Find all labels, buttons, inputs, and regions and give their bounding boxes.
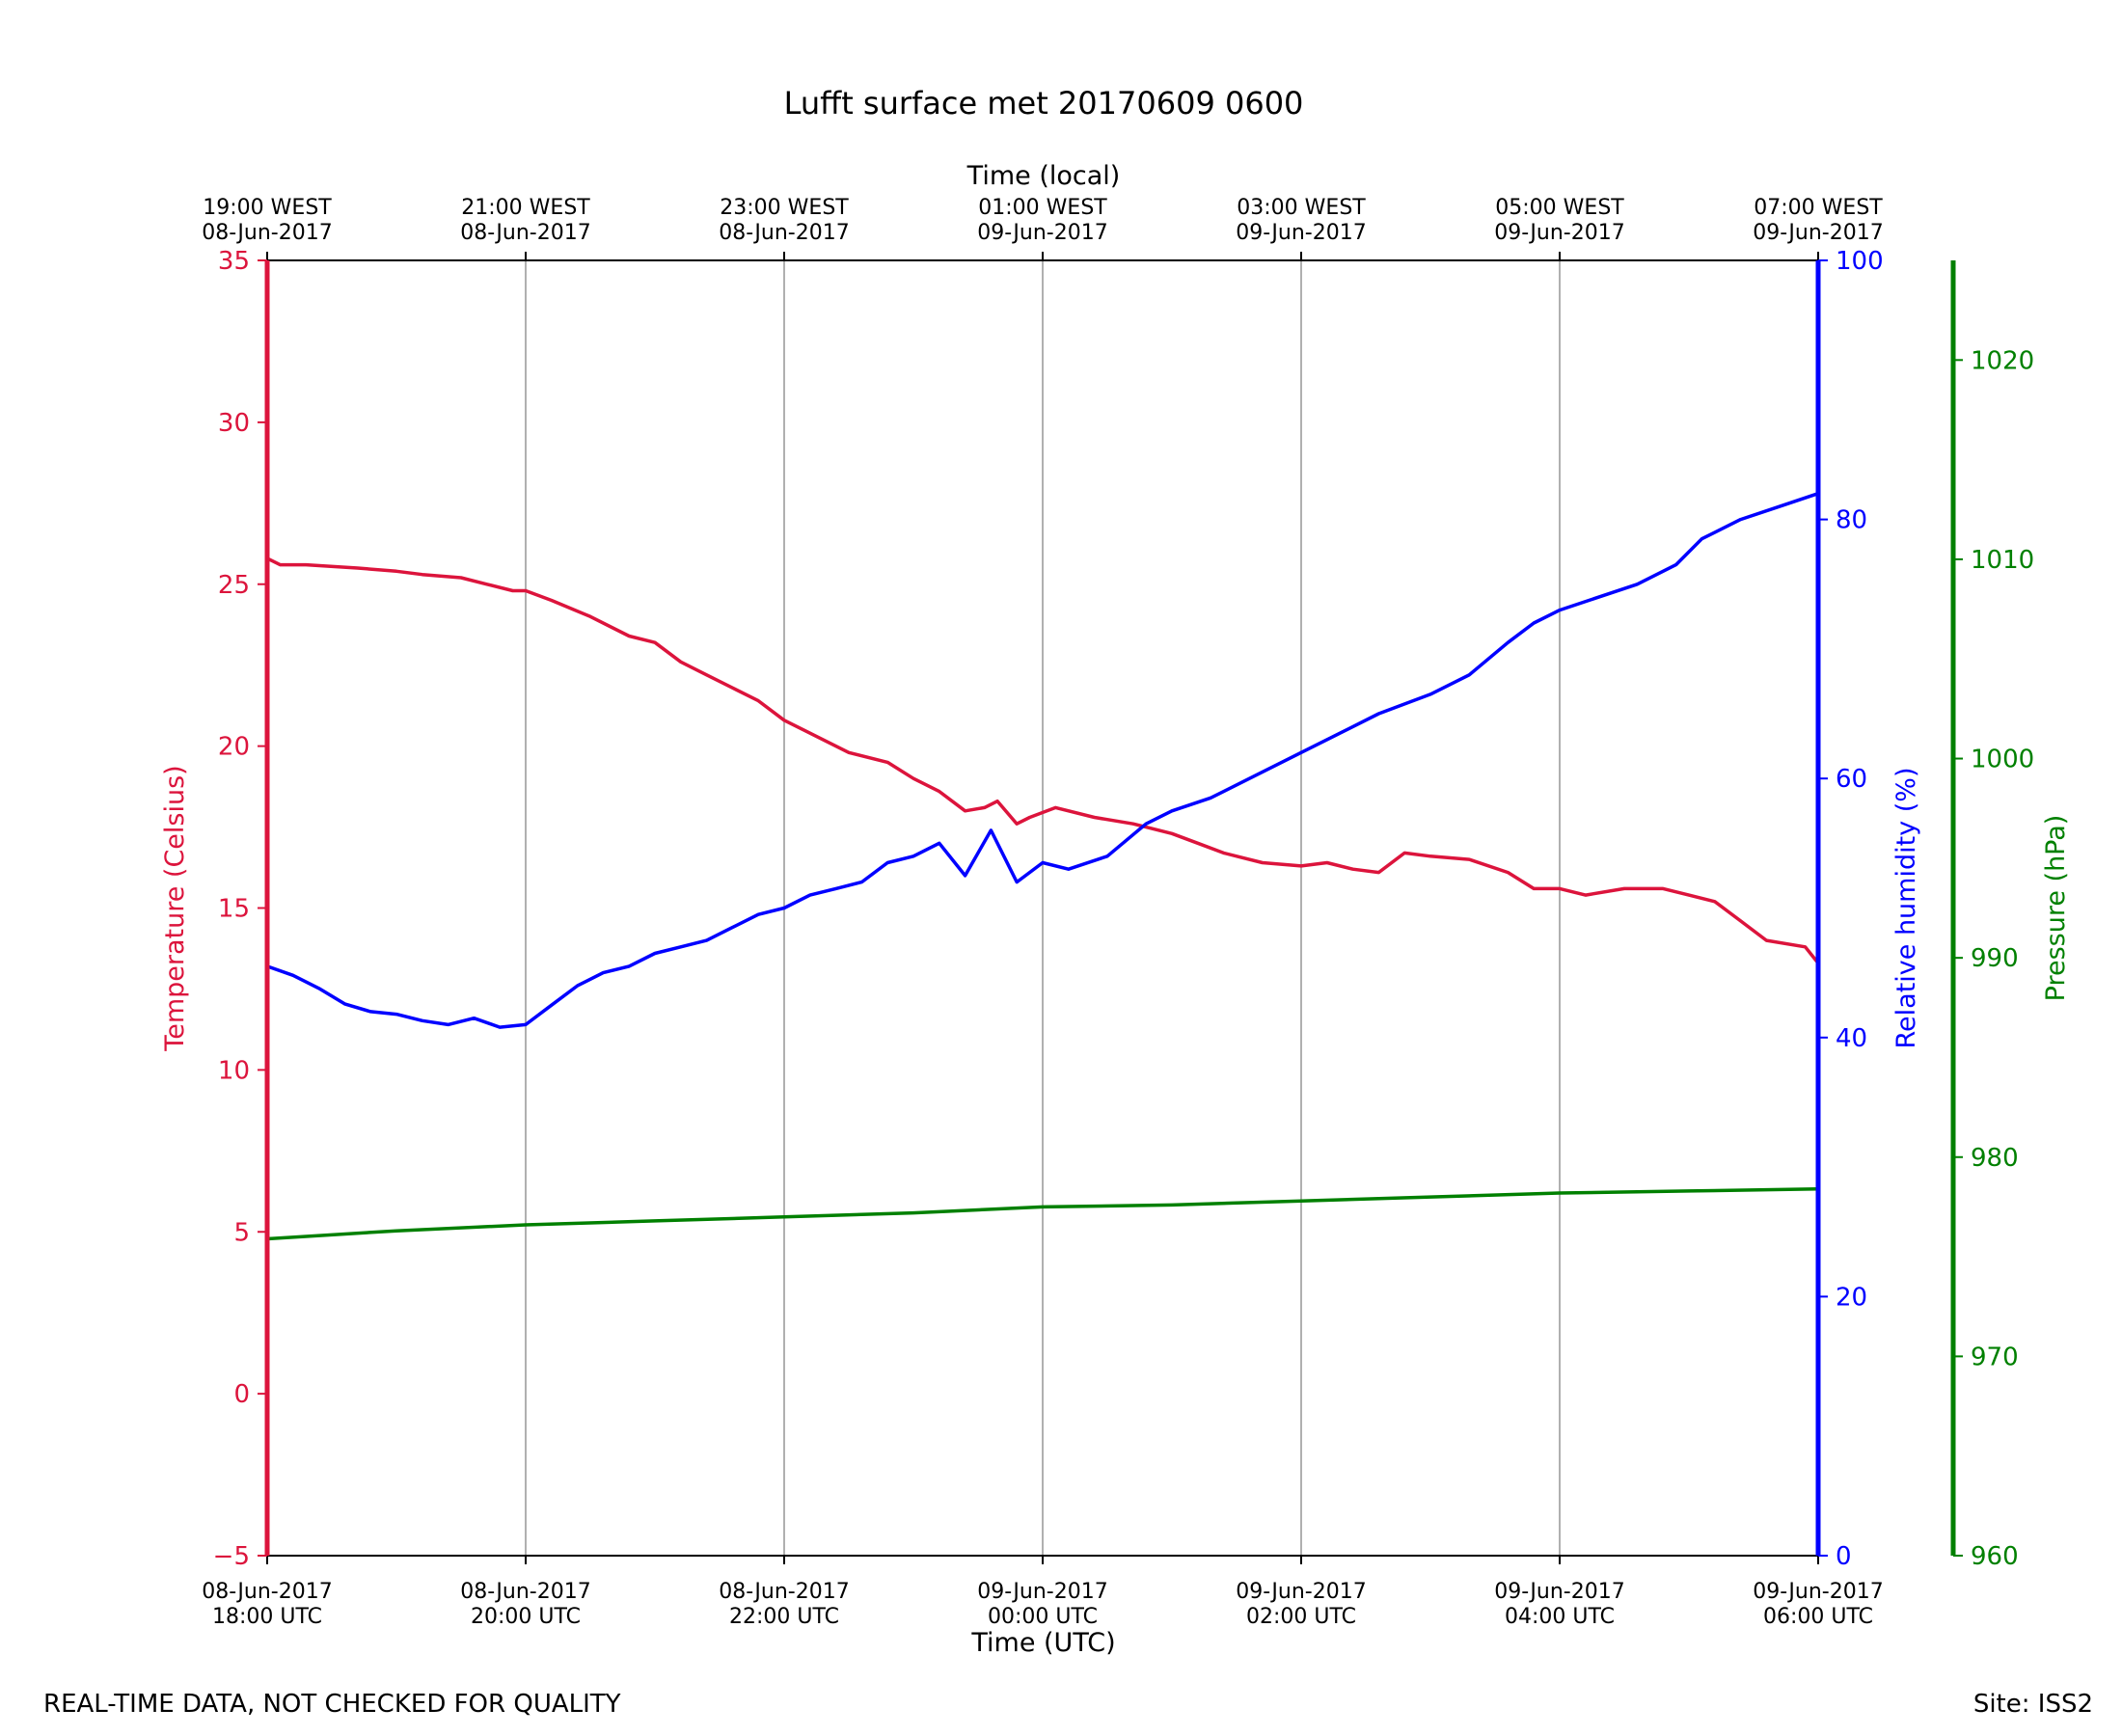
x-tick-label-date: 09-Jun-2017 — [1494, 1580, 1624, 1604]
series-layer — [266, 492, 1820, 1241]
pressure-tick-label: 1020 — [1971, 346, 2034, 375]
temperature-tick-label: 35 — [218, 247, 250, 276]
temperature-tick-label: 10 — [218, 1056, 250, 1085]
x-tick-label-date: 09-Jun-2017 — [1236, 1580, 1366, 1604]
temperature-tick-label: 15 — [218, 895, 250, 924]
temperature-tick-label: 20 — [218, 733, 250, 762]
top-tick-label-date: 09-Jun-2017 — [1236, 221, 1366, 245]
humidity-tick-label: 100 — [1836, 247, 1884, 276]
top-tick-label-time: 01:00 WEST — [978, 196, 1107, 220]
top-tick-label-time: 23:00 WEST — [720, 196, 849, 220]
top-tick-label-date: 09-Jun-2017 — [1494, 221, 1624, 245]
x-tick-label-time: 00:00 UTC — [988, 1605, 1098, 1629]
x-tick-label-date: 08-Jun-2017 — [202, 1580, 332, 1604]
bottom-axis-label: Time (UTC) — [970, 1628, 1115, 1658]
humidity-tick-label: 60 — [1836, 765, 1867, 794]
pressure-tick-label: 980 — [1971, 1144, 2019, 1173]
temperature-tick-label: −5 — [213, 1542, 250, 1571]
x-tick-label-time: 04:00 UTC — [1505, 1605, 1615, 1629]
top-tick-label-time: 05:00 WEST — [1495, 196, 1624, 220]
temperature-tick-label: 25 — [218, 571, 250, 600]
top-tick-label-time: 19:00 WEST — [203, 196, 332, 220]
top-axis-label: Time (local) — [966, 161, 1121, 191]
pressure-tick-label: 1000 — [1971, 746, 2034, 774]
pressure-tick-label: 970 — [1971, 1343, 2019, 1371]
top-tick-label-date: 08-Jun-2017 — [460, 221, 590, 245]
humidity-tick-label: 80 — [1836, 506, 1867, 535]
top-tick-label-time: 21:00 WEST — [461, 196, 590, 220]
humidity-tick-label: 20 — [1836, 1283, 1867, 1312]
grid-layer — [525, 260, 1561, 1556]
x-tick-label-date: 08-Jun-2017 — [719, 1580, 849, 1604]
pressure-tick-label: 960 — [1971, 1542, 2019, 1571]
top-tick-label-date: 09-Jun-2017 — [1753, 221, 1883, 245]
top-tick-label-date: 08-Jun-2017 — [719, 221, 849, 245]
x-tick-label-date: 08-Jun-2017 — [460, 1580, 590, 1604]
humidity-axis-label: Relative humidity (%) — [1891, 767, 1921, 1048]
x-tick-label-date: 09-Jun-2017 — [977, 1580, 1107, 1604]
x-tick-label-time: 20:00 UTC — [471, 1605, 581, 1629]
pressure-tick-label: 1010 — [1971, 546, 2034, 575]
humidity-tick-label: 40 — [1836, 1024, 1867, 1053]
humidity-series-line — [266, 492, 1819, 1029]
pressure-tick-label: 990 — [1971, 944, 2019, 973]
pressure-series-line — [266, 1187, 1819, 1241]
top-tick-label-time: 07:00 WEST — [1754, 196, 1883, 220]
x-tick-label-date: 09-Jun-2017 — [1753, 1580, 1883, 1604]
x-tick-label-time: 22:00 UTC — [729, 1605, 839, 1629]
temperature-series-line — [266, 556, 1820, 964]
pressure-axis-label: Pressure (hPa) — [2041, 815, 2071, 1002]
x-tick-label-time: 18:00 UTC — [212, 1605, 322, 1629]
top-tick-label-time: 03:00 WEST — [1237, 196, 1366, 220]
temperature-axis-label: Temperature (Celsius) — [160, 765, 190, 1051]
top-tick-label-date: 08-Jun-2017 — [202, 221, 332, 245]
temperature-tick-label: 0 — [233, 1380, 250, 1409]
x-tick-label-time: 06:00 UTC — [1763, 1605, 1873, 1629]
quality-disclaimer: REAL-TIME DATA, NOT CHECKED FOR QUALITY — [43, 1690, 621, 1719]
site-label: Site: ISS2 — [1972, 1690, 2093, 1719]
chart-title: Lufft surface met 20170609 0600 — [784, 85, 1304, 122]
x-tick-label-time: 02:00 UTC — [1246, 1605, 1356, 1629]
temperature-tick-label: 30 — [218, 409, 250, 438]
top-tick-label-date: 09-Jun-2017 — [977, 221, 1107, 245]
temperature-tick-label: 5 — [233, 1218, 250, 1247]
humidity-tick-label: 0 — [1836, 1542, 1852, 1571]
